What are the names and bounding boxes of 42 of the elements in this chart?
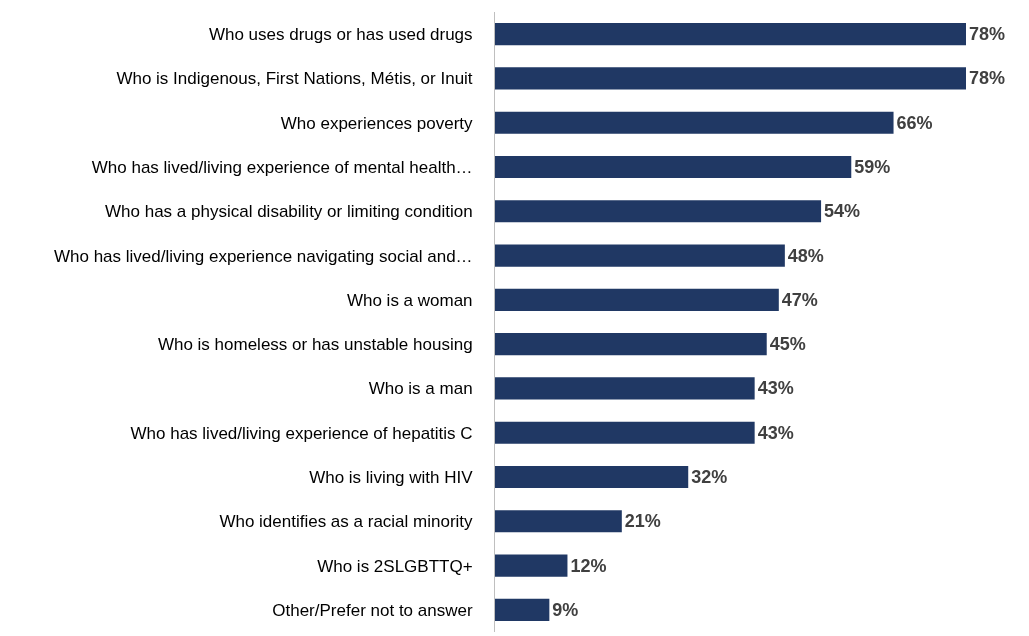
data-label: 32% [691, 467, 728, 487]
data-label: 45% [769, 334, 806, 355]
y-tick-label: Who is homeless or has unstable housing [157, 335, 473, 355]
data-label: 59% [854, 157, 891, 177]
y-tick-label: Who has a physical disability or limiting condition [105, 202, 473, 222]
bar [495, 67, 966, 90]
bar [495, 200, 822, 223]
bar [495, 333, 767, 356]
y-tick-label: Other/Prefer not to answer [272, 600, 473, 620]
y-tick-label: Who is living with HIV [309, 467, 474, 487]
bar [495, 244, 785, 267]
bar [495, 465, 689, 489]
bar [495, 598, 550, 621]
y-tick-label: Who is a man [368, 379, 473, 399]
bar [495, 155, 852, 179]
bar [495, 377, 755, 400]
bar [495, 421, 755, 444]
data-label: 43% [757, 422, 794, 443]
y-tick-label: Who identifies as a racial minority [219, 512, 474, 532]
data-label: 78% [969, 24, 1006, 45]
data-label: 9% [552, 599, 579, 620]
data-label: 43% [757, 378, 794, 399]
data-label: 12% [570, 555, 607, 576]
bar [495, 554, 568, 577]
y-tick-label: Who is Indigenous, First Nations, Métis, or Inuit [116, 69, 473, 89]
bar [495, 23, 966, 46]
data-label: 54% [824, 201, 861, 222]
data-label: 66% [896, 112, 933, 133]
y-tick-label: Who has lived/living experience of hepatitis C [130, 423, 473, 443]
data-label: 21% [624, 511, 661, 532]
y-tick-label: Who is a woman [346, 290, 473, 310]
y-tick-label: Who has lived/living experience navigating social and… [53, 246, 473, 266]
data-label: 78% [969, 68, 1006, 89]
y-tick-label: Who experiences poverty [280, 113, 474, 133]
data-label: 48% [787, 245, 824, 266]
data-label: 47% [781, 289, 818, 310]
bar [495, 510, 622, 533]
bar [495, 111, 894, 134]
y-tick-label: Who uses drugs or has used drugs [208, 25, 473, 45]
y-tick-label: Who is 2SLGBTTQ+ [317, 556, 473, 576]
bar [495, 288, 779, 311]
y-tick-label: Who has lived/living experience of mental health… [91, 157, 473, 177]
